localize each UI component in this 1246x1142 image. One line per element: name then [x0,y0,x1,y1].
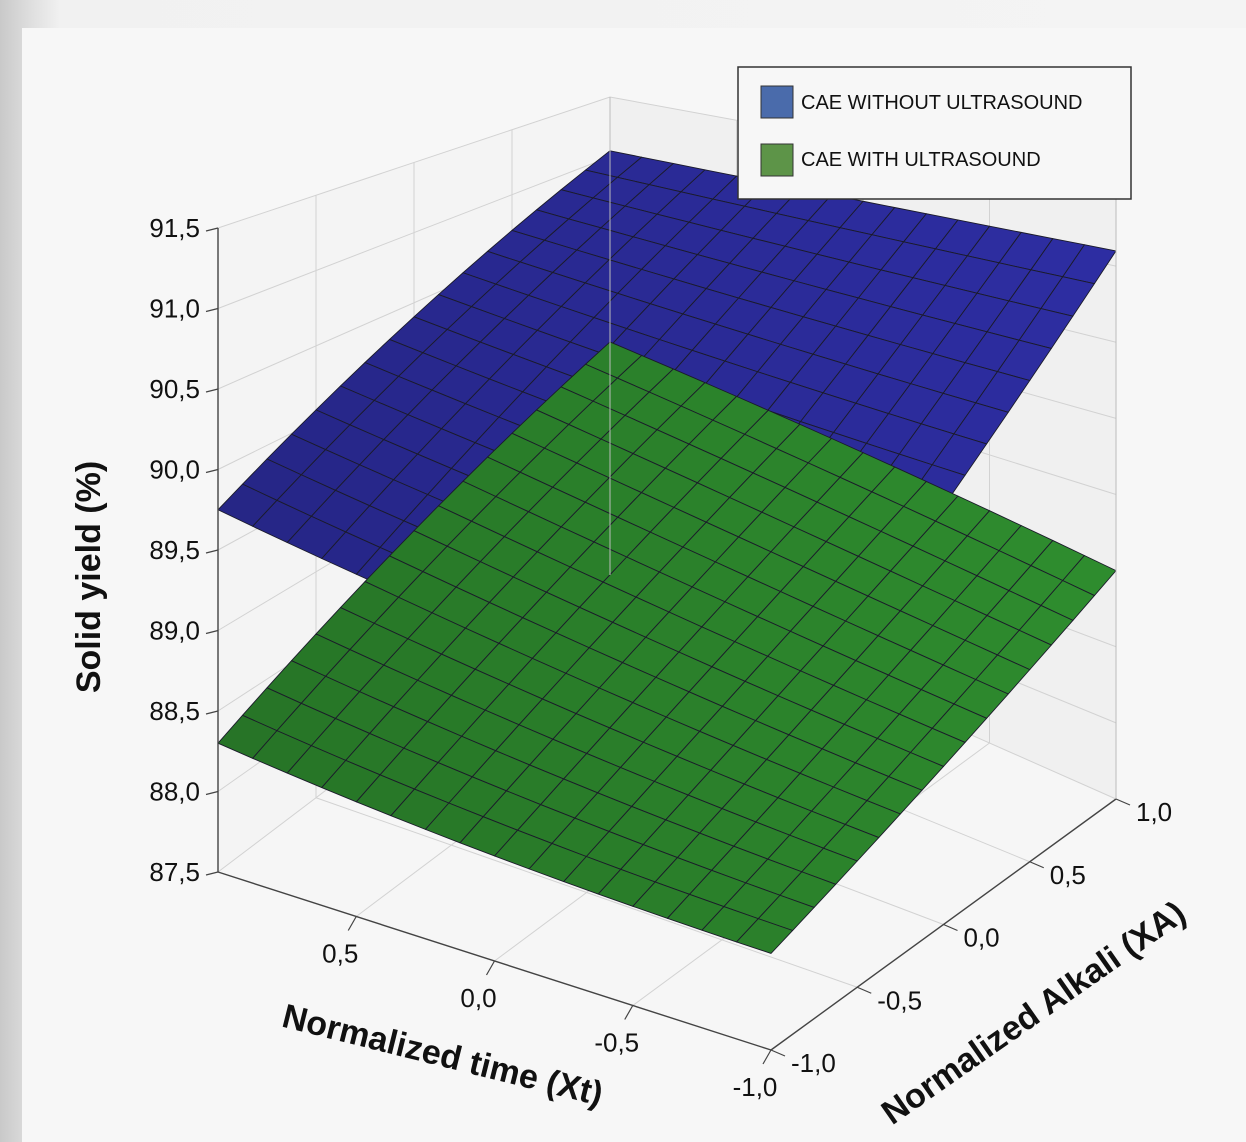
y-tick-label: -1,0 [791,1048,836,1078]
x-tick [762,1049,772,1065]
z-tick-label: 88,5 [149,696,200,726]
x-tick [347,916,357,931]
y-tick [770,1049,786,1057]
surface-cell [217,714,278,759]
z-tick-label: 89,0 [149,616,200,646]
z-tick [205,710,219,715]
z-tick [205,629,219,635]
surface-plots [217,150,1117,954]
z-tick-label: 90,0 [149,455,200,485]
y-tick [857,986,872,994]
z-tick [205,388,219,393]
x-tick [485,960,496,976]
y-tick [943,923,958,932]
x-tick-label: -0,5 [594,1028,639,1058]
z-tick [205,468,219,474]
z-tick [205,871,219,876]
z-tick-label: 88,0 [149,777,200,807]
y-tick [1115,798,1131,806]
surface-with-ultrasound [217,341,1117,954]
legend: CAE WITHOUT ULTRASOUND CAE WITH ULTRASOU… [737,66,1132,200]
z-axis-title: Solid yield (%) [70,461,108,693]
x-tick-label: 0,0 [460,983,496,1013]
z-tick [205,549,219,554]
x-tick-label: -1,0 [733,1072,778,1102]
z-tick-label: 91,0 [149,294,200,324]
y-tick-label: 0,0 [964,923,1000,953]
x-axis-title: Normalized time (Xt) [279,997,607,1113]
legend-swatch-with [760,143,794,177]
z-tick-label: 91,5 [149,213,200,243]
legend-label-with: CAE WITH ULTRASOUND [801,149,1041,171]
legend-swatch-without [760,85,794,119]
x-tick [624,1005,634,1020]
y-tick-label: 1,0 [1136,797,1172,827]
z-tick-label: 90,5 [149,374,200,404]
x-tick-label: 0,5 [322,939,358,969]
z-tick [205,307,219,313]
y-tick [1029,861,1044,869]
y-tick-label: 0,5 [1050,860,1086,890]
legend-box [737,66,1132,200]
chart-axes: 87,5 88,0 88,5 89,0 89,5 90,0 90,5 91,0 91,5 0,5 0… [149,97,1172,1102]
y-tick-label: -0,5 [877,985,922,1015]
z-tick [205,790,219,796]
z-tick-label: 87,5 [149,857,200,887]
surface-cell [217,483,278,527]
z-tick [205,227,219,232]
z-tick-label: 89,5 [149,535,200,565]
legend-label-without: CAE WITHOUT ULTRASOUND [801,92,1083,114]
